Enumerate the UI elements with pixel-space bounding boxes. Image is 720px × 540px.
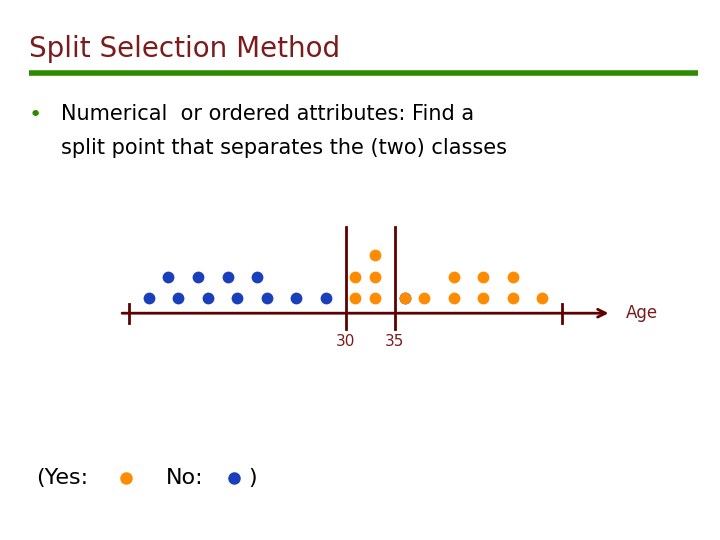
Text: Numerical  or ordered attributes: Find a: Numerical or ordered attributes: Find a (61, 104, 474, 124)
Text: Split Selection Method: Split Selection Method (29, 35, 340, 63)
Text: •: • (29, 105, 42, 125)
Text: ): ) (248, 468, 257, 488)
Text: (Yes:: (Yes: (36, 468, 88, 488)
Text: split point that separates the (two) classes: split point that separates the (two) cla… (61, 138, 507, 158)
Text: No:: No: (166, 468, 203, 488)
